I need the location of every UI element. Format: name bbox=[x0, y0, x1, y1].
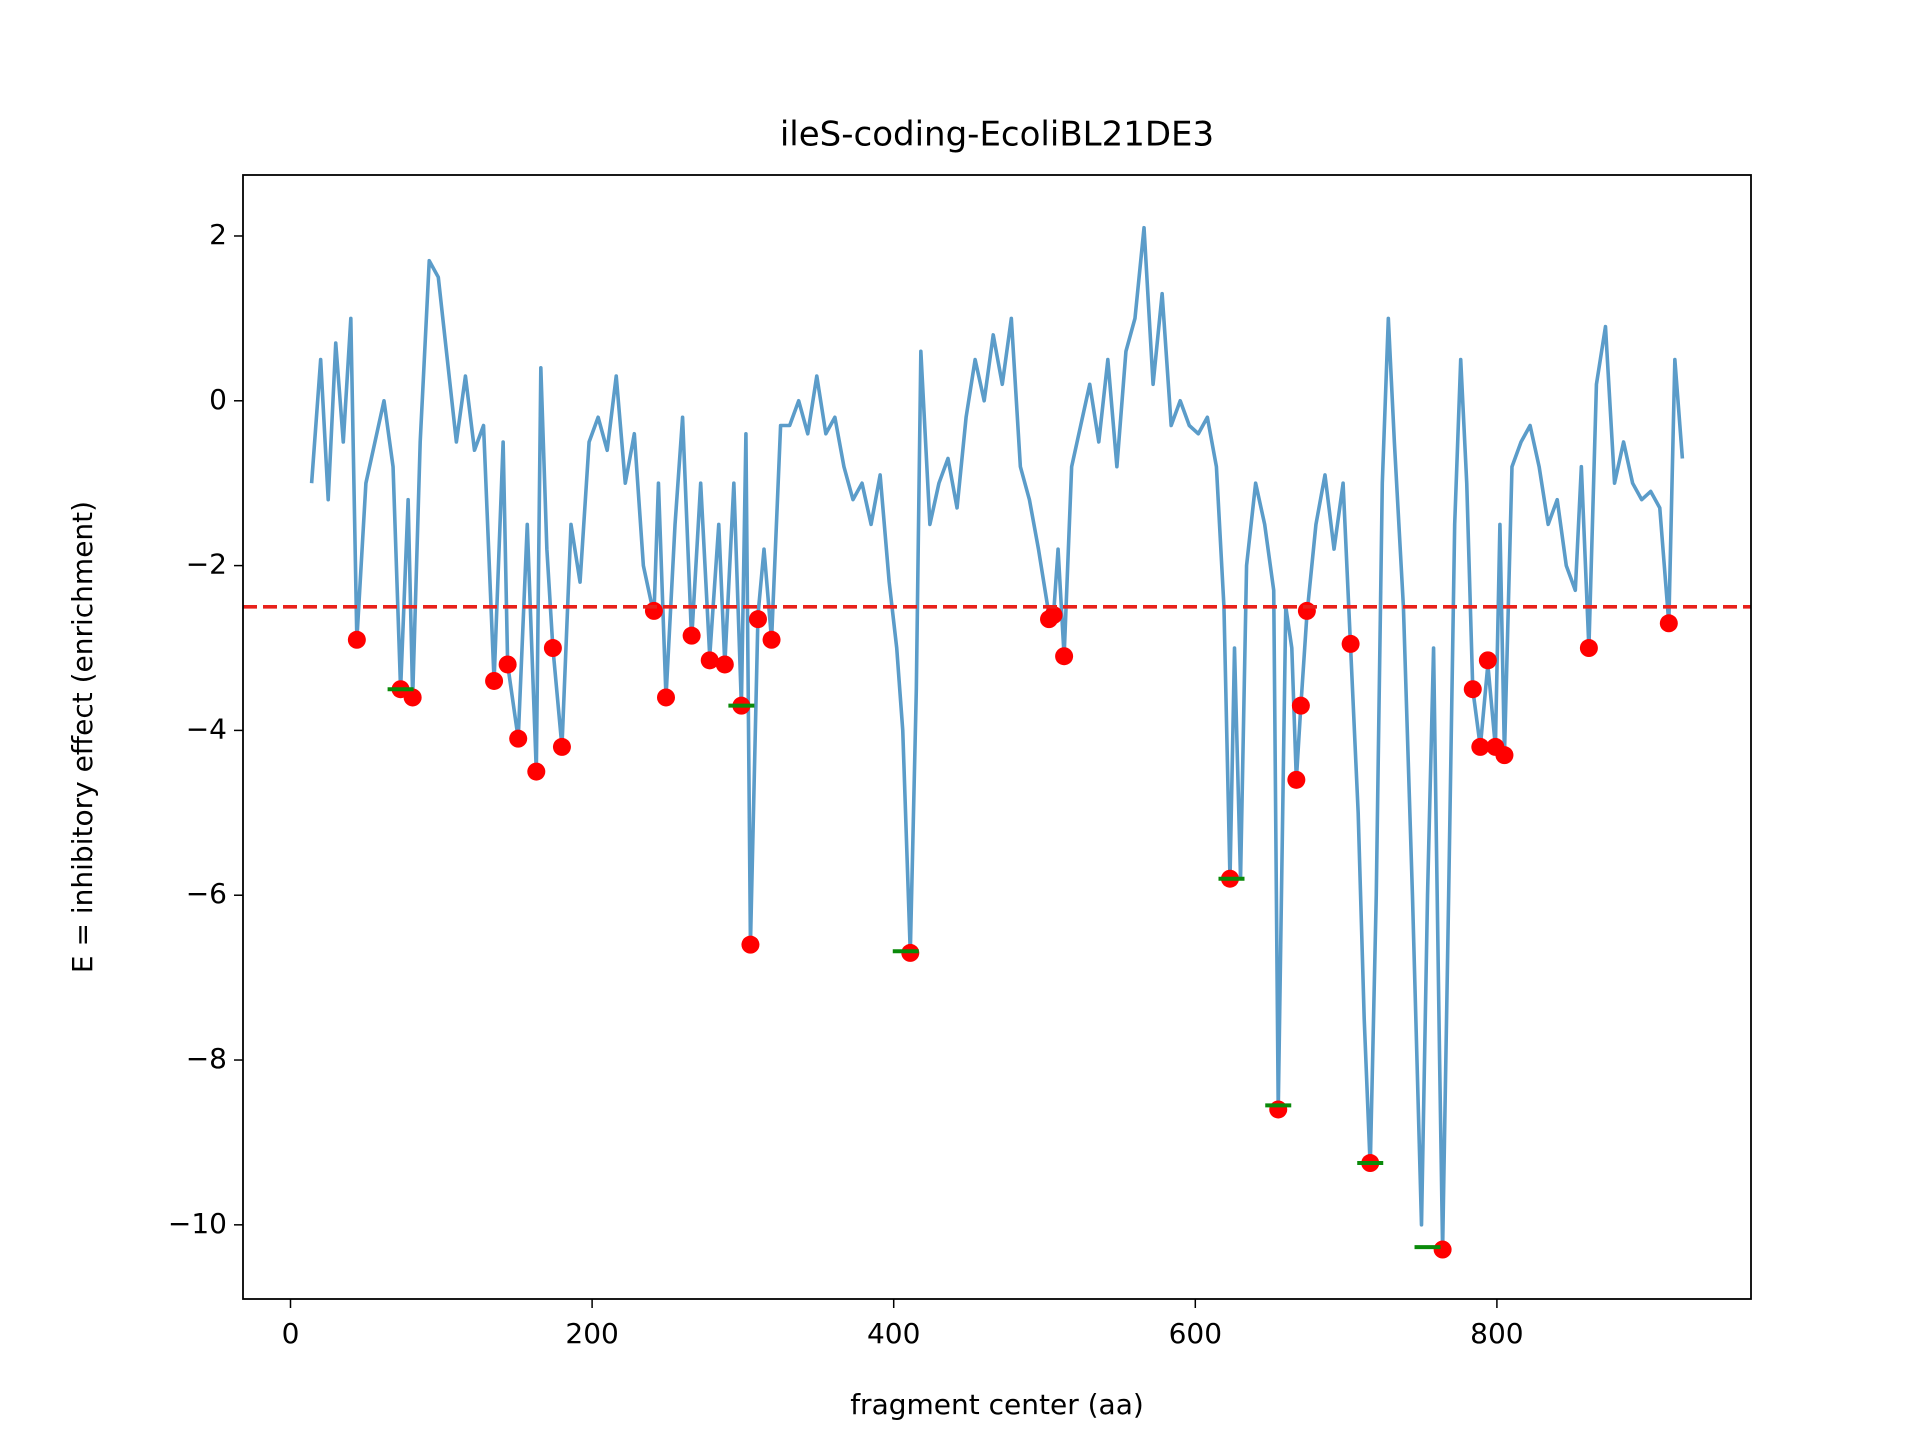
point bbox=[748, 610, 767, 629]
point bbox=[1297, 601, 1316, 620]
data-line bbox=[309, 225, 1685, 1252]
y-tick-label: 0 bbox=[209, 383, 227, 416]
point bbox=[644, 601, 663, 620]
point bbox=[656, 688, 675, 707]
point bbox=[1287, 770, 1306, 789]
point bbox=[762, 630, 781, 649]
point bbox=[1471, 737, 1490, 756]
y-tick-label: −8 bbox=[186, 1042, 227, 1075]
point bbox=[485, 671, 504, 690]
point bbox=[715, 655, 734, 674]
y-axis-label: E = inhibitory effect (enrichment) bbox=[66, 501, 99, 973]
point bbox=[682, 626, 701, 645]
point bbox=[1579, 639, 1598, 658]
y-tick-label: −6 bbox=[186, 877, 227, 910]
point bbox=[1269, 1100, 1288, 1119]
x-tick-label: 600 bbox=[1169, 1317, 1222, 1350]
x-tick-label: 800 bbox=[1470, 1317, 1523, 1350]
point bbox=[527, 762, 546, 781]
x-tick-label: 400 bbox=[867, 1317, 920, 1350]
x-tick-label: 0 bbox=[282, 1317, 300, 1350]
x-axis-label: fragment center (aa) bbox=[850, 1388, 1144, 1421]
point bbox=[509, 729, 528, 748]
point bbox=[347, 630, 366, 649]
point bbox=[498, 655, 517, 674]
y-tick-label: −4 bbox=[186, 712, 227, 745]
point bbox=[1044, 606, 1063, 625]
point bbox=[700, 651, 719, 670]
point bbox=[403, 688, 422, 707]
chart-title: ileS-coding-EcoliBL21DE3 bbox=[780, 115, 1214, 155]
point bbox=[1341, 634, 1360, 653]
point bbox=[741, 935, 760, 954]
point bbox=[1291, 696, 1310, 715]
point bbox=[1463, 680, 1482, 699]
point bbox=[1478, 651, 1497, 670]
point bbox=[543, 639, 562, 658]
y-tick-label: −10 bbox=[168, 1207, 227, 1240]
point bbox=[1055, 647, 1074, 666]
point bbox=[552, 737, 571, 756]
point bbox=[1495, 746, 1514, 765]
x-tick-label: 200 bbox=[565, 1317, 618, 1350]
plot-frame bbox=[242, 174, 1752, 1300]
point bbox=[1659, 614, 1678, 633]
y-tick-label: 2 bbox=[209, 218, 227, 251]
y-tick-label: −2 bbox=[186, 548, 227, 581]
point bbox=[1433, 1240, 1452, 1259]
